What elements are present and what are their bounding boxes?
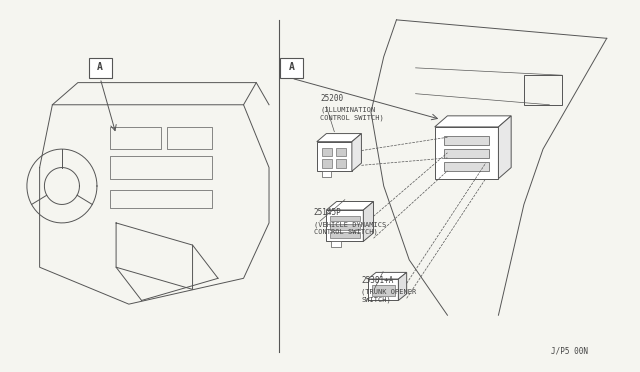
Text: 25200: 25200 bbox=[320, 94, 343, 103]
Bar bbox=[444, 162, 489, 171]
Bar bbox=[89, 58, 111, 78]
Bar bbox=[322, 171, 332, 177]
Text: (ILLUMINATION
CONTROL SWITCH): (ILLUMINATION CONTROL SWITCH) bbox=[320, 107, 384, 121]
Bar bbox=[332, 241, 341, 247]
Text: (TRUNK OPENER
SWITCH): (TRUNK OPENER SWITCH) bbox=[362, 289, 417, 303]
Text: J/P5 00N: J/P5 00N bbox=[550, 347, 588, 356]
Polygon shape bbox=[499, 116, 511, 179]
Bar bbox=[524, 75, 562, 105]
Bar bbox=[336, 148, 346, 157]
Text: 25381+A: 25381+A bbox=[362, 276, 394, 285]
Bar bbox=[322, 148, 332, 157]
Text: A: A bbox=[289, 62, 294, 72]
Polygon shape bbox=[352, 134, 362, 171]
Bar bbox=[167, 127, 212, 149]
Bar bbox=[330, 232, 360, 238]
Bar bbox=[330, 216, 360, 221]
Bar bbox=[336, 160, 346, 167]
Text: (VEHICLE DYNAMICS
CONTROL SWITCH): (VEHICLE DYNAMICS CONTROL SWITCH) bbox=[314, 221, 386, 235]
Bar bbox=[326, 210, 364, 241]
Polygon shape bbox=[326, 202, 374, 210]
Polygon shape bbox=[368, 272, 406, 279]
Bar bbox=[317, 142, 352, 171]
Polygon shape bbox=[398, 272, 406, 301]
Bar bbox=[372, 285, 394, 296]
Bar bbox=[109, 157, 212, 179]
Bar bbox=[109, 127, 161, 149]
Polygon shape bbox=[435, 116, 511, 127]
Bar bbox=[444, 136, 489, 145]
Bar bbox=[322, 160, 332, 167]
Text: A: A bbox=[97, 62, 103, 72]
Bar bbox=[368, 279, 398, 301]
Polygon shape bbox=[317, 134, 362, 142]
Bar bbox=[444, 149, 489, 158]
Bar bbox=[330, 224, 360, 230]
Text: 25145P: 25145P bbox=[314, 208, 341, 217]
Bar bbox=[280, 58, 303, 78]
Bar bbox=[109, 190, 212, 208]
Bar bbox=[435, 127, 499, 179]
Polygon shape bbox=[364, 202, 374, 241]
